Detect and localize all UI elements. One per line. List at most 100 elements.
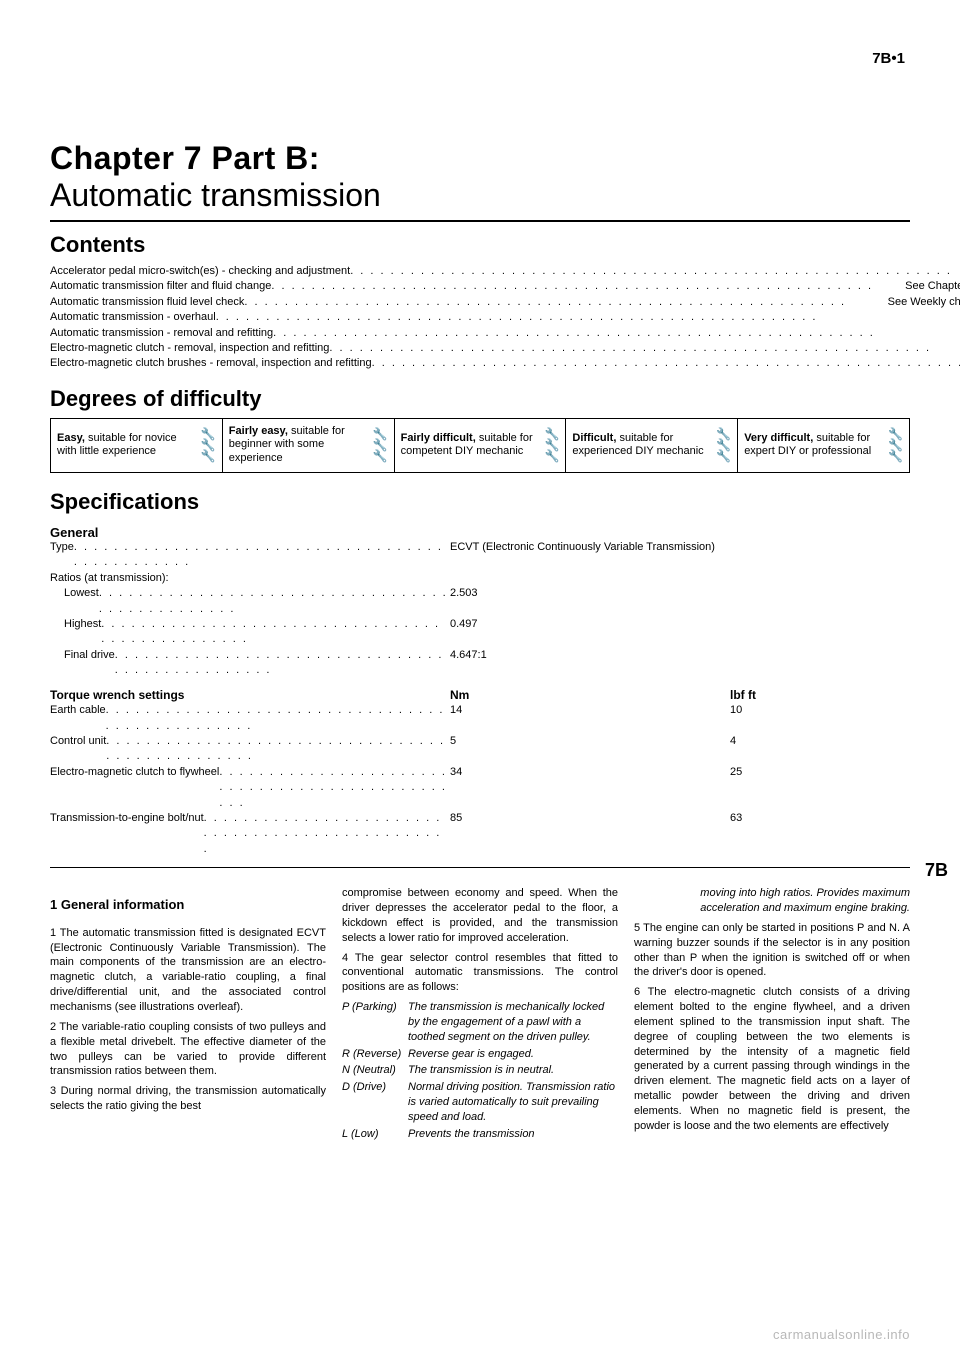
body-col-2: compromise between economy and speed. Wh… bbox=[342, 886, 618, 1142]
leader-dots bbox=[350, 264, 960, 279]
leader-dots bbox=[244, 295, 883, 310]
difficulty-heading: Degrees of difficulty bbox=[50, 386, 910, 412]
contents-label: Automatic transmission - removal and ref… bbox=[50, 326, 273, 341]
spec-label: Transmission-to-engine bolt/nut bbox=[50, 811, 204, 857]
wrench-icon: 🔧🔧🔧 bbox=[373, 429, 388, 461]
spec-value-lbf: 63 bbox=[730, 811, 830, 857]
watermark: carmanualsonline.info bbox=[773, 1327, 910, 1342]
difficulty-text: Fairly easy, suitable for beginner with … bbox=[229, 425, 369, 466]
spec-label: Electro-magnetic clutch to flywheel bbox=[50, 765, 219, 811]
difficulty-text: Difficult, suitable for experienced DIY … bbox=[572, 432, 712, 460]
spec-label: Type bbox=[50, 540, 74, 571]
difficulty-cell: Fairly difficult, suitable for competent… bbox=[395, 419, 567, 472]
spec-row: Ratios (at transmission): bbox=[50, 571, 910, 586]
contents-page: See Weekly checks bbox=[884, 295, 960, 310]
body-para: 1 The automatic transmission fitted is d… bbox=[50, 926, 326, 1015]
contents-label: Automatic transmission filter and fluid … bbox=[50, 279, 271, 294]
spec-value: 0.497 bbox=[450, 617, 730, 648]
position-key: P (Parking) bbox=[342, 1000, 404, 1045]
contents-label: Electro-magnetic clutch brushes - remova… bbox=[50, 356, 372, 371]
contents-label: Automatic transmission - overhaul bbox=[50, 310, 216, 325]
position-value: Prevents the transmission bbox=[408, 1127, 618, 1142]
spec-value-nm: 14 bbox=[450, 703, 730, 734]
spec-row: Earth cable 1410 bbox=[50, 703, 910, 734]
divider bbox=[50, 220, 910, 222]
spec-value-nm: 34 bbox=[450, 765, 730, 811]
difficulty-text: Easy, suitable for novice with little ex… bbox=[57, 432, 197, 460]
spec-row: Control unit 54 bbox=[50, 734, 910, 765]
leader-dots bbox=[273, 326, 960, 341]
spec-label: Lowest bbox=[50, 586, 99, 617]
positions-list: P (Parking)The transmission is mechanica… bbox=[342, 1000, 618, 1142]
body-para: compromise between economy and speed. Wh… bbox=[342, 886, 618, 945]
spec-label: Earth cable bbox=[50, 703, 106, 734]
spec-value-lbf: 25 bbox=[730, 765, 830, 811]
contents-row: Automatic transmission fluid level check… bbox=[50, 295, 960, 310]
spec-value: 4.647:1 bbox=[450, 648, 730, 679]
page-number: 7B•1 bbox=[872, 50, 905, 67]
spec-row: Type ECVT (Electronic Continuously Varia… bbox=[50, 540, 910, 571]
contents-row: Automatic transmission - removal and ref… bbox=[50, 326, 960, 341]
body-para-italic: moving into high ratios. Provides maximu… bbox=[634, 886, 910, 916]
contents-page: See Chapter 1A bbox=[901, 279, 960, 294]
difficulty-box: Easy, suitable for novice with little ex… bbox=[50, 418, 910, 473]
body-col-3: moving into high ratios. Provides maximu… bbox=[634, 886, 910, 1142]
spec-value: ECVT (Electronic Continuously Variable T… bbox=[450, 540, 730, 571]
position-value: Reverse gear is engaged. bbox=[408, 1047, 618, 1062]
body-para: 3 During normal driving, the transmissio… bbox=[50, 1084, 326, 1114]
body-para: 5 The engine can only be started in posi… bbox=[634, 921, 910, 980]
contents-row: Automatic transmission filter and fluid … bbox=[50, 279, 960, 294]
spec-row: Torque wrench settings Nm lbf ft bbox=[50, 687, 910, 704]
spec-row: Electro-magnetic clutch to flywheel 3425 bbox=[50, 765, 910, 811]
section-1-title: 1 General information bbox=[50, 896, 326, 914]
position-value: The transmission is in neutral. bbox=[408, 1063, 618, 1078]
body-para: 4 The gear selector control resembles th… bbox=[342, 951, 618, 996]
contents-row: Accelerator pedal micro-switch(es) - che… bbox=[50, 264, 960, 279]
spec-value-lbf: 10 bbox=[730, 703, 830, 734]
chapter-title: Chapter 7 Part B: bbox=[50, 140, 910, 177]
leader-dots bbox=[216, 310, 960, 325]
position-value: The transmission is mechanically locked … bbox=[408, 1000, 618, 1045]
col-nm: Nm bbox=[450, 687, 730, 704]
position-key: L (Low) bbox=[342, 1127, 404, 1142]
spec-value-nm: 5 bbox=[450, 734, 730, 765]
position-key: D (Drive) bbox=[342, 1080, 404, 1125]
leader-dots bbox=[271, 279, 901, 294]
specs-heading: Specifications bbox=[50, 489, 910, 515]
wrench-icon: 🔧🔧🔧 bbox=[888, 429, 903, 461]
position-key: R (Reverse) bbox=[342, 1047, 404, 1062]
spec-label: Ratios (at transmission): bbox=[50, 571, 169, 586]
difficulty-cell: Fairly easy, suitable for beginner with … bbox=[223, 419, 395, 472]
spec-value-lbf: 4 bbox=[730, 734, 830, 765]
spec-row: Transmission-to-engine bolt/nut8563 bbox=[50, 811, 910, 857]
spec-label: Highest bbox=[50, 617, 101, 648]
difficulty-cell: Very difficult, suitable for expert DIY … bbox=[738, 419, 909, 472]
difficulty-cell: Difficult, suitable for experienced DIY … bbox=[566, 419, 738, 472]
wrench-icon: 🔧🔧🔧 bbox=[201, 429, 216, 461]
chapter-subtitle: Automatic transmission bbox=[50, 177, 910, 214]
contents-row: Electro-magnetic clutch - removal, inspe… bbox=[50, 341, 960, 356]
wrench-icon: 🔧🔧🔧 bbox=[544, 429, 559, 461]
body-col-1: 1 General information 1 The automatic tr… bbox=[50, 886, 326, 1142]
spec-row: Final drive 4.647:1 bbox=[50, 648, 910, 679]
contents-row: Electro-magnetic clutch brushes - remova… bbox=[50, 356, 960, 371]
leader-dots bbox=[329, 341, 960, 356]
contents-left-col: Accelerator pedal micro-switch(es) - che… bbox=[50, 264, 960, 372]
spec-label: Final drive bbox=[50, 648, 115, 679]
divider bbox=[50, 867, 910, 868]
position-value: Normal driving position. Transmission ra… bbox=[408, 1080, 618, 1125]
leader-dots bbox=[372, 356, 960, 371]
body-para: 2 The variable-ratio coupling consists o… bbox=[50, 1020, 326, 1079]
difficulty-text: Fairly difficult, suitable for competent… bbox=[401, 432, 541, 460]
position-key: N (Neutral) bbox=[342, 1063, 404, 1078]
side-tab: 7B bbox=[925, 860, 948, 881]
spec-label: Control unit bbox=[50, 734, 106, 765]
contents-label: Accelerator pedal micro-switch(es) - che… bbox=[50, 264, 350, 279]
contents-row: Automatic transmission - overhaul12 bbox=[50, 310, 960, 325]
col-lbf: lbf ft bbox=[730, 687, 830, 704]
body-para: 6 The electro-magnetic clutch consists o… bbox=[634, 985, 910, 1133]
contents-heading: Contents bbox=[50, 232, 910, 258]
difficulty-cell: Easy, suitable for novice with little ex… bbox=[51, 419, 223, 472]
spec-row: Highest 0.497 bbox=[50, 617, 910, 648]
general-subhead: General bbox=[50, 525, 910, 540]
